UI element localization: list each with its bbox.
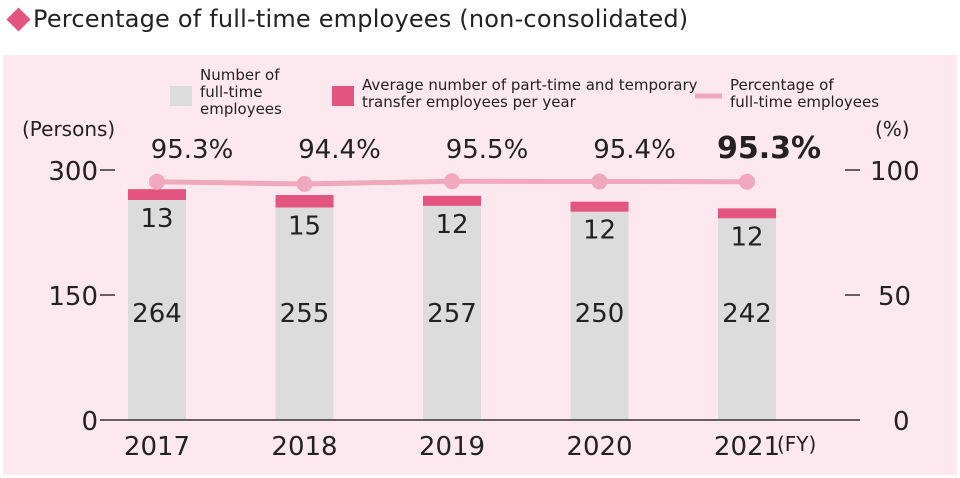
percentage-label-2019: 95.5%: [446, 135, 529, 165]
legend: Number of full-time employees Average nu…: [170, 66, 879, 118]
bar-label-full-time-2021: 242: [722, 299, 772, 329]
bar-label-part-time-2017: 13: [140, 204, 173, 234]
percentage-point-2017: [149, 173, 165, 190]
chart-title: Percentage of full-time employees (non-c…: [33, 5, 689, 33]
title-row: Percentage of full-time employees (non-c…: [4, 2, 688, 36]
bar-part-time-2020: [570, 201, 629, 212]
percentage-label-2021: 95.3%: [717, 131, 821, 166]
bar-full-time-2020: [570, 211, 629, 420]
bar-full-time-2018: [275, 207, 334, 420]
bar-label-full-time-2020: 250: [575, 299, 625, 329]
x-tick-label-2018: 2018: [271, 432, 337, 462]
legend-label-full-time-1: Number of: [200, 66, 280, 84]
percentage-point-2019: [444, 173, 460, 190]
bar-label-part-time-2019: 12: [435, 210, 468, 240]
x-tick-label-2021: 2021: [714, 432, 780, 462]
x-tick-label-2019: 2019: [419, 432, 485, 462]
legend-label-percentage-2: full-time employees: [730, 93, 879, 111]
y-right-unit: (%): [875, 117, 910, 141]
y-left-tick-0: 0: [81, 407, 98, 437]
y-right-tick-50: 50: [878, 282, 911, 312]
y-right-tick-0: 0: [893, 407, 910, 437]
legend-swatch-part-time: [332, 86, 354, 106]
x-tick-label-2020: 2020: [566, 432, 632, 462]
bar-full-time-2017: [128, 200, 186, 420]
bar-full-time-2021: [718, 218, 776, 420]
bar-part-time-2017: [128, 189, 186, 200]
bar-label-full-time-2018: 255: [280, 299, 330, 329]
legend-label-percentage-1: Percentage of: [730, 76, 834, 94]
bar-label-part-time-2018: 15: [288, 212, 321, 242]
bars-group: 264 13 255 15 257 12 250 12 242 12: [128, 189, 776, 420]
percentage-label-2018: 94.4%: [298, 135, 381, 165]
bar-label-part-time-2021: 12: [730, 222, 763, 252]
percentage-point-2018: [296, 176, 313, 192]
x-labels-group: 2017 2018 2019 2020 2021: [124, 432, 780, 462]
y-left-tick-150: 150: [48, 282, 98, 312]
percentage-line-group: 95.3% 94.4% 95.5% 95.4% 95.3%: [149, 131, 821, 192]
legend-label-part-time-1: Average number of part-time and temporar…: [362, 76, 698, 94]
legend-swatch-full-time: [170, 86, 192, 106]
legend-label-part-time-2: transfer employees per year: [362, 93, 577, 111]
percentage-point-2021: [739, 173, 755, 190]
bar-label-part-time-2020: 12: [583, 216, 616, 246]
y-left-unit: (Persons): [22, 117, 115, 141]
bar-part-time-2021: [718, 208, 776, 219]
y-right-tick-100: 100: [870, 157, 920, 187]
percentage-label-2017: 95.3%: [151, 135, 234, 165]
x-unit: (FY): [777, 432, 816, 456]
bar-part-time-2018: [275, 195, 334, 208]
percentage-label-2020: 95.4%: [593, 135, 676, 165]
bar-label-full-time-2019: 257: [427, 299, 477, 329]
bar-full-time-2019: [423, 205, 481, 420]
legend-label-full-time-2: full-time: [200, 83, 262, 101]
x-tick-label-2017: 2017: [124, 432, 190, 462]
legend-label-full-time-3: employees: [200, 100, 282, 118]
bar-part-time-2019: [423, 195, 481, 206]
percentage-point-2020: [591, 173, 608, 190]
bar-label-full-time-2017: 264: [132, 299, 182, 329]
y-left-tick-300: 300: [48, 157, 98, 187]
